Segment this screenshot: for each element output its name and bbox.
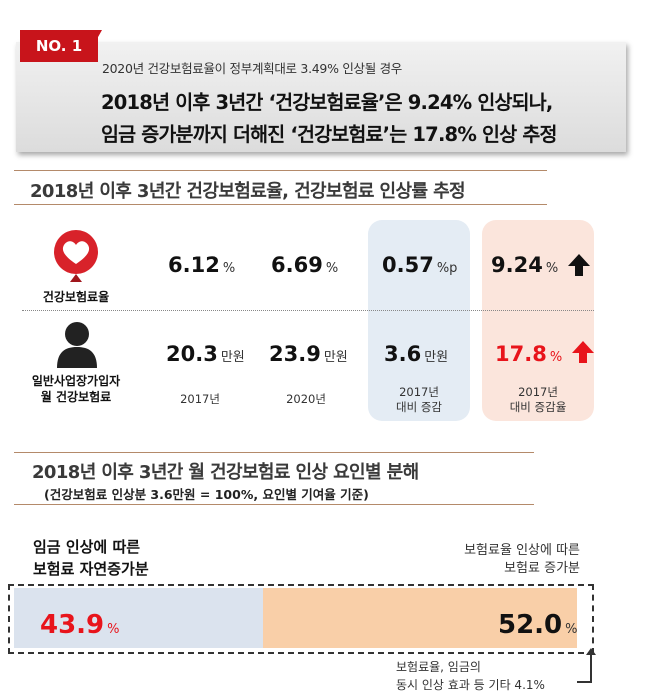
row-divider (22, 310, 594, 311)
row2-2017-value: 20.3 만원 (166, 342, 245, 366)
bar-segment-wage (14, 588, 263, 648)
header-banner (16, 42, 626, 152)
section2-subtitle: (건강보험료 인상분 3.6만원 = 100%, 요인별 기여율 기준) (44, 487, 369, 502)
col-change-label-2: 대비 증감 (396, 400, 442, 414)
row2-change-value: 3.6 만원 (384, 342, 449, 366)
wage-share-value: 43.9% (40, 610, 120, 640)
note-pointer-horizontal (577, 681, 592, 683)
row1-2017-value: 6.12% (168, 253, 236, 277)
col-2020-label: 2020년 (286, 392, 326, 406)
col-rate-label-2: 대비 증감율 (509, 400, 567, 414)
row2-2020-value: 23.9 만원 (269, 342, 348, 366)
row1-label: 건강보험료율 (42, 290, 110, 304)
rate-column-highlight (482, 220, 594, 421)
note-arrowhead (586, 648, 596, 655)
row1-2020-value: 6.69% (271, 253, 339, 277)
section2-title: 2018년 이후 3년간 월 건강보험료 인상 요인별 분해 (32, 462, 419, 483)
rate-share-value: 52.0% (498, 610, 578, 640)
rate-factor-label-1: 보험료율 인상에 따른 (464, 543, 580, 558)
heart-icon (48, 226, 104, 282)
section1-bottom-rule (14, 204, 547, 205)
rate-factor-label-2: 보험료 증가분 (504, 561, 580, 576)
bar-frame (8, 584, 594, 654)
headline-line-2: 임금 증가분까지 더해진 ‘건강보험료’는 17.8% 인상 추정 (101, 123, 557, 146)
section2-bottom-rule (14, 504, 534, 505)
change-column-highlight (368, 220, 470, 421)
col-change-label-1: 2017년 (399, 385, 439, 399)
other-factor-note: 보험료율, 임금의 동시 인상 효과 등 기타 4.1% (396, 658, 545, 694)
section2-top-rule (14, 452, 534, 453)
headline-line-1: 2018년 이후 3년간 ‘건강보험료율’은 9.24% 인상되나, (101, 91, 553, 114)
wage-factor-label-2: 보험료 자연증가분 (33, 560, 149, 578)
bar-segment-other (577, 588, 589, 648)
row2-rate-value: 17.8% (495, 342, 563, 366)
note-pointer-vertical (590, 652, 592, 682)
arrow-up-red-icon (571, 340, 595, 364)
row2-label-line-1: 일반사업장가입자 (31, 374, 121, 388)
no1-badge: NO. 1 (20, 30, 98, 62)
wage-factor-label-1: 임금 인상에 따른 (33, 538, 141, 556)
row1-rate-value: 9.24% (491, 253, 559, 277)
note-line-2: 동시 인상 효과 등 기타 4.1% (396, 678, 545, 692)
col-2017-label: 2017년 (180, 392, 220, 406)
row1-change-value: 0.57 %p (382, 253, 458, 277)
row2-label-line-2: 월 건강보험료 (40, 390, 112, 404)
section1-top-rule (14, 170, 547, 171)
bar-segment-rate (263, 588, 577, 648)
note-line-1: 보험료율, 임금의 (396, 660, 481, 674)
section1-title: 2018년 이후 3년간 건강보험료율, 건강보험료 인상률 추정 (30, 181, 466, 202)
header-subtitle: 2020년 건강보험료율이 정부계획대로 3.49% 인상될 경우 (102, 61, 402, 76)
col-rate-label-1: 2017년 (518, 385, 558, 399)
arrow-up-icon (567, 253, 591, 277)
person-icon (55, 320, 99, 368)
